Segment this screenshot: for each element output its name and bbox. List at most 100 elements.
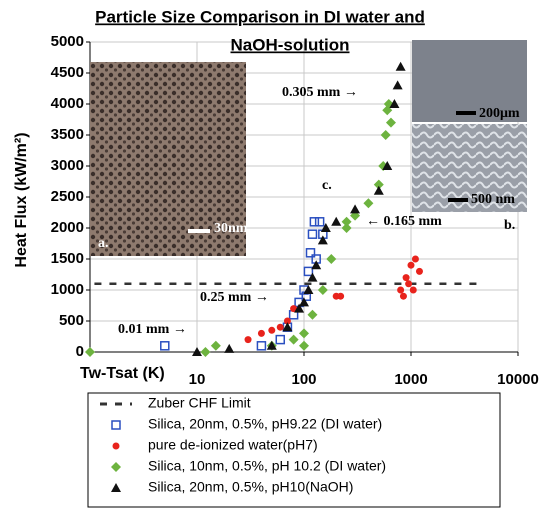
sem-inset-bottom: [412, 124, 527, 212]
marker-diamond: [385, 117, 396, 128]
marker-diamond: [288, 334, 299, 345]
legend-label: Silica, 10nm, 0.5%, pH 10.2 (DI water): [148, 458, 386, 474]
marker-circle: [415, 267, 423, 275]
marker-circle: [411, 255, 419, 263]
marker-diamond: [210, 340, 221, 351]
legend-label: Silica, 20nm, 0.5%, pH10(NaOH): [148, 479, 353, 495]
marker-triangle: [395, 61, 406, 71]
x-axis-label: Tw-Tsat (K): [80, 365, 165, 382]
y-axis-label: Heat Flux (kW/m²): [13, 132, 30, 267]
marker-diamond: [200, 347, 211, 357]
annotation: 30nm: [214, 221, 248, 236]
y-tick-label: 2000: [51, 219, 84, 236]
y-tick-label: 0: [76, 343, 84, 360]
marker-square: [314, 217, 325, 227]
marker-circle: [276, 323, 284, 331]
marker-triangle: [294, 303, 305, 313]
marker-circle: [409, 286, 417, 294]
x-tick-label: 10: [189, 371, 206, 388]
marker-circle: [397, 286, 405, 294]
marker-diamond: [363, 198, 374, 209]
marker-triangle: [331, 216, 342, 226]
y-tick-label: 3000: [51, 157, 84, 174]
marker-triangle: [382, 161, 393, 170]
chart-title: NaOH-solution: [231, 35, 350, 54]
marker-diamond: [307, 309, 318, 320]
chart-title: Particle Size Comparison in DI water and: [95, 7, 425, 26]
y-tick-label: 5000: [51, 33, 84, 50]
marker-circle: [399, 292, 407, 300]
legend: [87, 392, 501, 508]
marker-circle: [112, 442, 120, 450]
annotation: 0.01 mm →: [118, 322, 187, 337]
marker-circle: [244, 336, 252, 344]
plot: 0.305 mm → ← 0.165 mm 0.25 mm → 0.01 mm → c.…: [85, 61, 520, 357]
legend-label: Silica, 20nm, 0.5%, pH9.22 (DI water): [148, 416, 382, 432]
marker-square: [275, 334, 286, 345]
marker-circle: [283, 317, 291, 325]
legend-items: Zuber CHF Limit Silica, 20nm, 0.5%, pH9.2…: [100, 395, 386, 495]
annotation: 0.305 mm →: [282, 85, 358, 100]
scale-bar: [456, 111, 476, 115]
marker-triangle: [389, 99, 400, 108]
marker-triangle: [350, 204, 361, 214]
marker-circle: [257, 329, 265, 337]
marker-circle: [407, 261, 415, 269]
marker-circle: [337, 292, 345, 300]
marker-square: [111, 420, 121, 430]
marker-triangle: [192, 347, 202, 356]
marker-diamond: [111, 462, 121, 472]
marker-diamond: [299, 328, 309, 339]
annotation: b.: [504, 218, 515, 233]
marker-diamond: [317, 285, 328, 295]
y-tick-label: 4000: [51, 95, 84, 112]
y-tick-label: 2500: [51, 188, 84, 205]
marker-triangle: [392, 80, 403, 90]
marker-square: [309, 217, 320, 227]
annotation: 0.25 mm →: [200, 290, 269, 305]
annotation: c.: [322, 178, 332, 193]
legend-label: Zuber CHF Limit: [148, 395, 251, 411]
marker-triangle: [320, 223, 331, 232]
marker-triangle: [311, 260, 322, 270]
annotation: 200μm: [479, 106, 520, 121]
marker-square: [160, 341, 170, 351]
marker-circle: [402, 274, 410, 282]
annotation: 500 nm: [471, 192, 515, 207]
marker-triangle: [282, 322, 293, 332]
y-tick-label: 500: [59, 312, 84, 329]
x-tick-label: 100: [291, 371, 316, 388]
legend-label: pure de-ionized water(pH7): [148, 437, 318, 453]
y-tick-label: 1000: [51, 281, 84, 298]
y-tick-label: 4500: [51, 64, 84, 81]
marker-diamond: [85, 347, 95, 357]
marker-triangle: [266, 340, 277, 350]
annotation: ← 0.165 mm: [366, 214, 442, 229]
marker-triangle: [373, 185, 384, 195]
marker-diamond: [373, 179, 384, 190]
marker-diamond: [380, 130, 391, 140]
marker-square: [307, 229, 318, 239]
marker-triangle: [299, 297, 309, 307]
sem-inset-top: [412, 40, 527, 122]
marker-square: [256, 341, 267, 351]
y-tick-label: 1500: [51, 250, 84, 267]
marker-diamond: [341, 216, 352, 227]
marker-square: [303, 266, 314, 277]
x-tick-label: 10000: [497, 371, 539, 388]
marker-triangle: [317, 235, 328, 245]
marker-diamond: [341, 223, 352, 233]
tem-inset: [90, 62, 246, 256]
annotation: a.: [98, 236, 109, 251]
x-tick-label: 1000: [394, 371, 427, 388]
marker-circle: [405, 280, 413, 288]
scale-bar: [448, 198, 468, 202]
marker-diamond: [299, 340, 309, 351]
marker-triangle: [303, 285, 314, 294]
marker-triangle: [111, 483, 121, 492]
y-tick-label: 3500: [51, 126, 84, 143]
scale-bar: [188, 229, 210, 233]
marker-triangle: [224, 343, 235, 353]
marker-circle: [268, 326, 276, 334]
